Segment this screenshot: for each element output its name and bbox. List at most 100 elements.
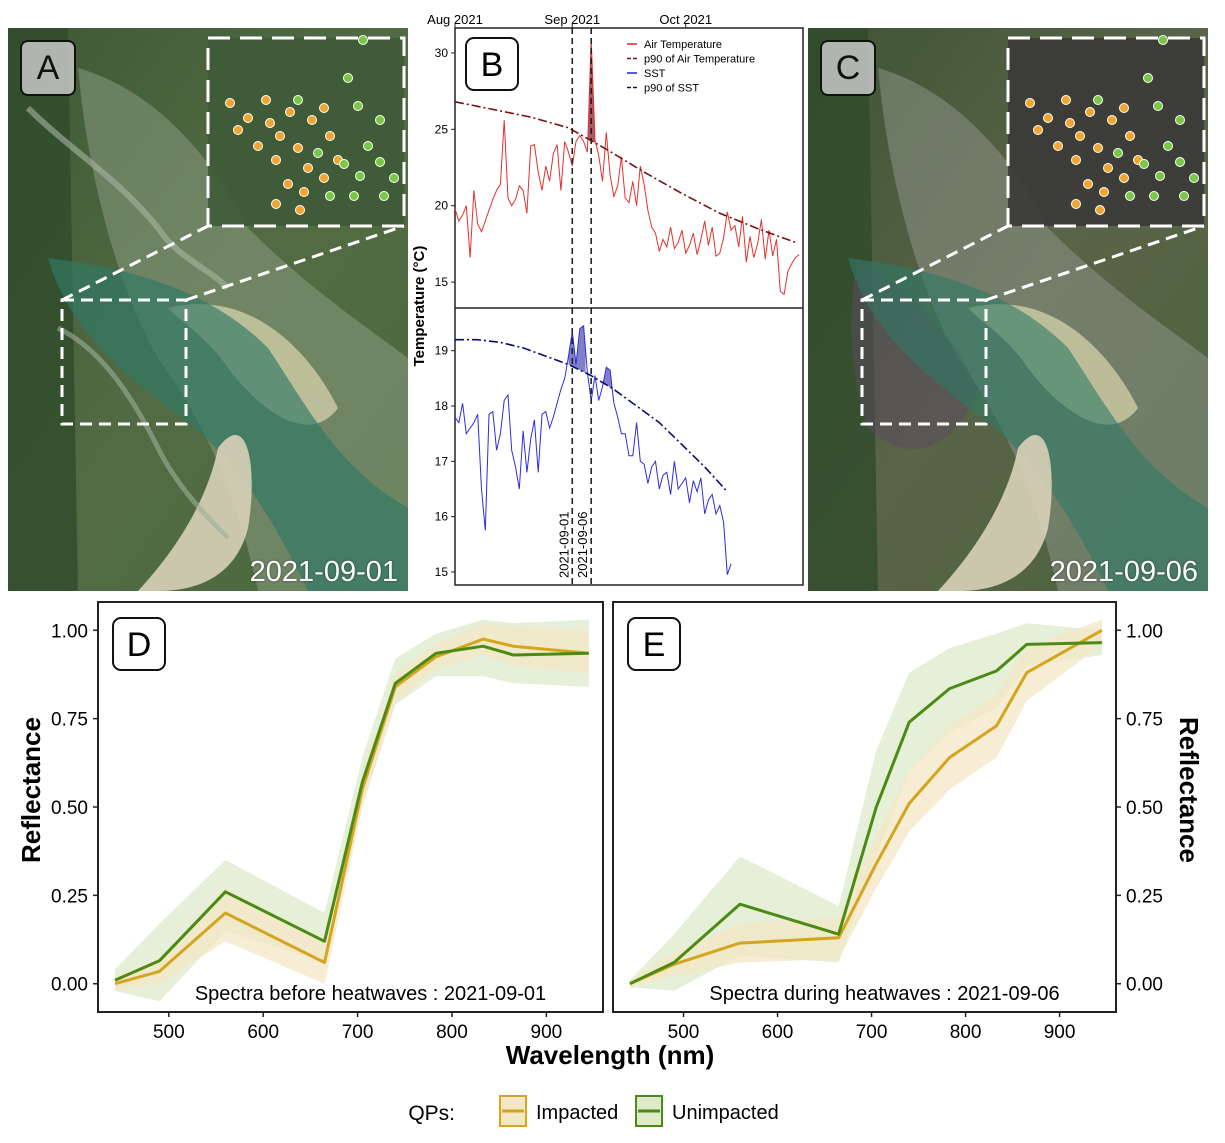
- qp-impacted-point: [1043, 113, 1053, 123]
- qp-unimpacted-point: [1139, 159, 1149, 169]
- qp-unimpacted-point: [355, 171, 365, 181]
- temperature-legend: Air Temperature p90 of Air Temperature SST…: [627, 39, 755, 95]
- qp-unimpacted-point: [313, 148, 323, 158]
- legend-title: QPs:: [408, 1102, 455, 1125]
- qp-impacted-point: [295, 205, 305, 215]
- qp-impacted-point: [1107, 115, 1117, 125]
- temperature-axis-label: Temperature (°C): [411, 246, 428, 367]
- qp-unimpacted-point: [375, 115, 385, 125]
- qp-impacted-point: [293, 143, 303, 153]
- unimpacted-ribbon: [629, 623, 1102, 991]
- legend-label: p90 of Air Temperature: [644, 54, 755, 66]
- month-label: Sep 2021: [544, 12, 600, 27]
- qp-unimpacted-point: [1163, 141, 1173, 151]
- y-tick-label: 18: [435, 399, 449, 413]
- qp-impacted-point: [319, 173, 329, 183]
- qp-impacted-point: [1099, 187, 1109, 197]
- x-tick-label: 700: [342, 1022, 374, 1043]
- x-tick-label: 500: [153, 1022, 185, 1043]
- qp-unimpacted-point: [1125, 191, 1135, 201]
- y-tick-label: 0.75: [51, 710, 88, 731]
- qp-impacted-point: [307, 115, 317, 125]
- qp-impacted-point: [1065, 118, 1075, 128]
- qp-impacted-point: [1119, 173, 1129, 183]
- qp-impacted-point: [1095, 205, 1105, 215]
- y-tick-label: 16: [435, 510, 449, 524]
- unimpacted-spectrum-line: [114, 644, 589, 982]
- y-tick-label: 25: [435, 122, 449, 136]
- qp-impacted-point: [1071, 155, 1081, 165]
- x-tick-label: 900: [531, 1022, 563, 1043]
- legend-item-label: Impacted: [536, 1102, 618, 1124]
- qp-impacted-point: [1083, 179, 1093, 189]
- legend-label: p90 of SST: [644, 83, 699, 95]
- y-tick-label: 20: [435, 199, 449, 213]
- x-tick-label: 900: [1044, 1022, 1076, 1043]
- qp-unimpacted-point: [1175, 157, 1185, 167]
- unimpacted-spectrum-line: [629, 641, 1102, 986]
- impacted-ribbon: [629, 619, 1102, 988]
- qp-impacted-point: [285, 107, 295, 117]
- y-tick-label: 30: [435, 46, 449, 60]
- reflectance-panel-e: 500 600 700 800 900 0.00 0.25 0.50 0.75 1.00 Spect…: [612, 601, 1163, 1043]
- sst-p90-line: [455, 338, 728, 493]
- x-tick-label: 800: [950, 1022, 982, 1043]
- legend-label: Air Temperature: [644, 39, 722, 51]
- event-label: 2021-09-06: [575, 512, 590, 579]
- sst-line: [454, 324, 732, 575]
- panel-letter-d: D: [127, 626, 152, 664]
- qp-unimpacted-point: [389, 173, 399, 183]
- image-date-a: 2021-09-01: [249, 556, 398, 588]
- qp-impacted-point: [1119, 103, 1129, 113]
- reflectance-axis-label-right: Reflectance: [1174, 717, 1204, 863]
- wavelength-axis-label: Wavelength (nm): [506, 1040, 714, 1070]
- spectra-annotation: Spectra before heatwaves : 2021-09-01: [195, 983, 546, 1005]
- panel-letter-a: A: [20, 40, 76, 96]
- qp-unimpacted-point: [1155, 171, 1165, 181]
- qp-impacted-point: [1025, 98, 1035, 108]
- panel-letter-box: [112, 617, 166, 671]
- qp-unimpacted-point: [1113, 148, 1123, 158]
- qp-unimpacted-point: [1149, 191, 1159, 201]
- impacted-spectrum-line: [629, 628, 1103, 986]
- qp-impacted-point: [1071, 199, 1081, 209]
- y-tick-label: 19: [435, 344, 449, 358]
- satellite-image-before: A 2021-09-01: [8, 28, 408, 591]
- panel-letter-e: E: [643, 626, 666, 664]
- panel-letter-c: C: [820, 40, 876, 96]
- qp-impacted-point: [1075, 131, 1085, 141]
- y-tick-label: 0.00: [51, 975, 88, 996]
- qp-unimpacted-point: [339, 159, 349, 169]
- qp-impacted-point: [1093, 143, 1103, 153]
- qp-impacted-point: [265, 118, 275, 128]
- x-tick-label: 600: [762, 1022, 794, 1043]
- qp-unimpacted-point: [343, 73, 353, 83]
- qp-impacted-point: [319, 103, 329, 113]
- qp-unimpacted-point: [1189, 173, 1199, 183]
- qp-impacted-point: [275, 131, 285, 141]
- qp-impacted-point: [243, 113, 253, 123]
- qp-impacted-point: [253, 141, 263, 151]
- image-date-c: 2021-09-06: [1049, 556, 1198, 588]
- qp-unimpacted-point: [379, 191, 389, 201]
- x-tick-label: 600: [247, 1022, 279, 1043]
- satellite-scene-c: [808, 28, 1208, 591]
- legend-item-label: Unimpacted: [672, 1102, 779, 1124]
- reflectance-charts: 500 600 700 800 900 0.00 0.25 0.50 0.75 1.00 Spect…: [16, 601, 1204, 1127]
- qp-impacted-point: [299, 187, 309, 197]
- qp-impacted-point: [233, 125, 243, 135]
- qp-unimpacted-point: [1153, 101, 1163, 111]
- satellite-scene-a: [8, 28, 408, 591]
- month-label: Aug 2021: [427, 12, 483, 27]
- qp-unimpacted-point: [349, 191, 359, 201]
- qp-impacted-point: [1085, 107, 1095, 117]
- y-tick-label: 17: [435, 454, 449, 468]
- x-tick-label: 500: [668, 1022, 700, 1043]
- qp-unimpacted-point: [1143, 73, 1153, 83]
- qp-unimpacted-point: [1093, 95, 1103, 105]
- qp-impacted-point: [1061, 95, 1071, 105]
- satellite-image-during: C 2021-09-06: [808, 28, 1208, 591]
- qp-unimpacted-point: [1175, 115, 1185, 125]
- qp-unimpacted-point: [1179, 191, 1189, 201]
- qp-unimpacted-point: [1158, 35, 1168, 45]
